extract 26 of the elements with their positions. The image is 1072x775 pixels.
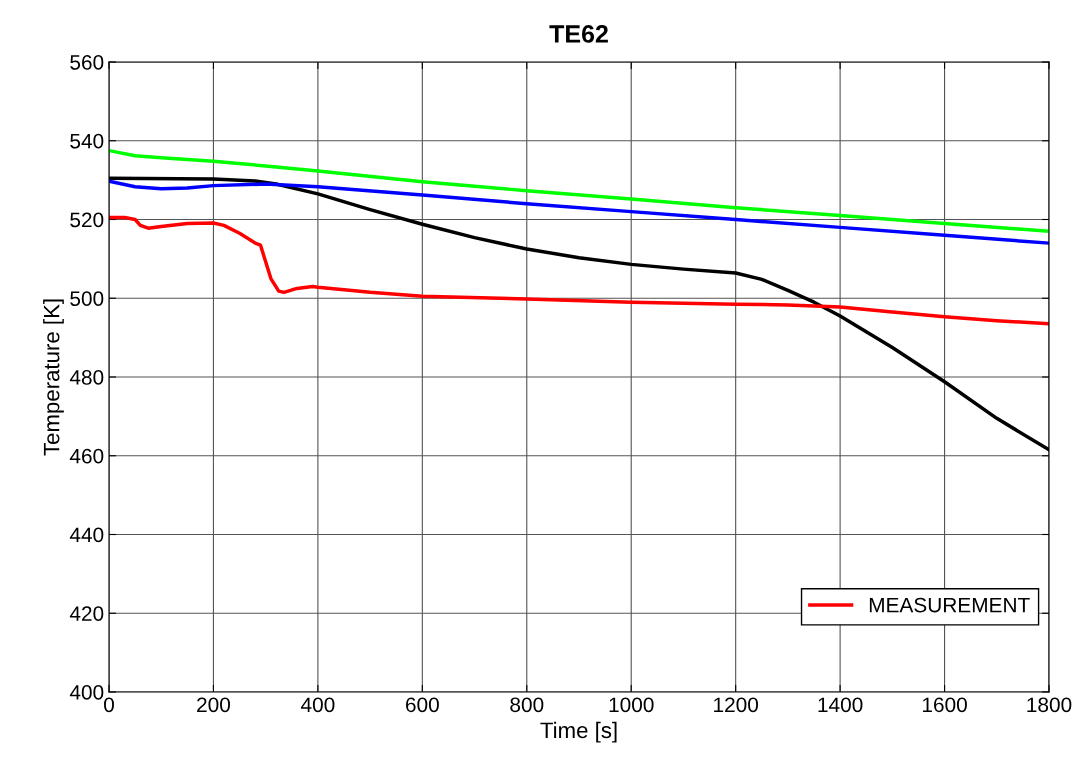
- y-tick-label: 560: [70, 55, 104, 70]
- x-tick-label: 1600: [922, 697, 967, 713]
- x-tick-label: 0: [104, 697, 114, 713]
- chart-title: TE62: [549, 25, 608, 43]
- x-axis-title: Time [s]: [540, 721, 617, 743]
- y-axis-title: Temperature [K]: [43, 299, 64, 456]
- y-tick-label: 520: [70, 212, 104, 228]
- y-tick-label: 400: [69, 685, 104, 700]
- legend-label: MEASUREMENT: [869, 597, 1030, 613]
- x-tick-label: 400: [300, 697, 335, 713]
- x-tick-label: 200: [197, 697, 231, 713]
- x-tick-label: 1000: [609, 697, 654, 713]
- y-tick-label: 460: [69, 448, 104, 464]
- x-tick-label: 1200: [714, 697, 759, 713]
- x-tick-label: 1400: [818, 697, 863, 713]
- y-tick-label: 420: [69, 606, 104, 621]
- y-tick-label: 540: [70, 133, 104, 149]
- x-tick-label: 1800: [1027, 697, 1072, 713]
- y-tick-label: 500: [70, 291, 104, 306]
- line-series: [109, 148, 1049, 234]
- y-tick-label: 480: [69, 370, 104, 385]
- y-tick-label: 440: [69, 527, 104, 543]
- line-series: [109, 179, 1049, 245]
- x-tick-label: 800: [510, 697, 544, 713]
- line-series: [109, 215, 1049, 326]
- x-tick-label: 600: [406, 697, 439, 713]
